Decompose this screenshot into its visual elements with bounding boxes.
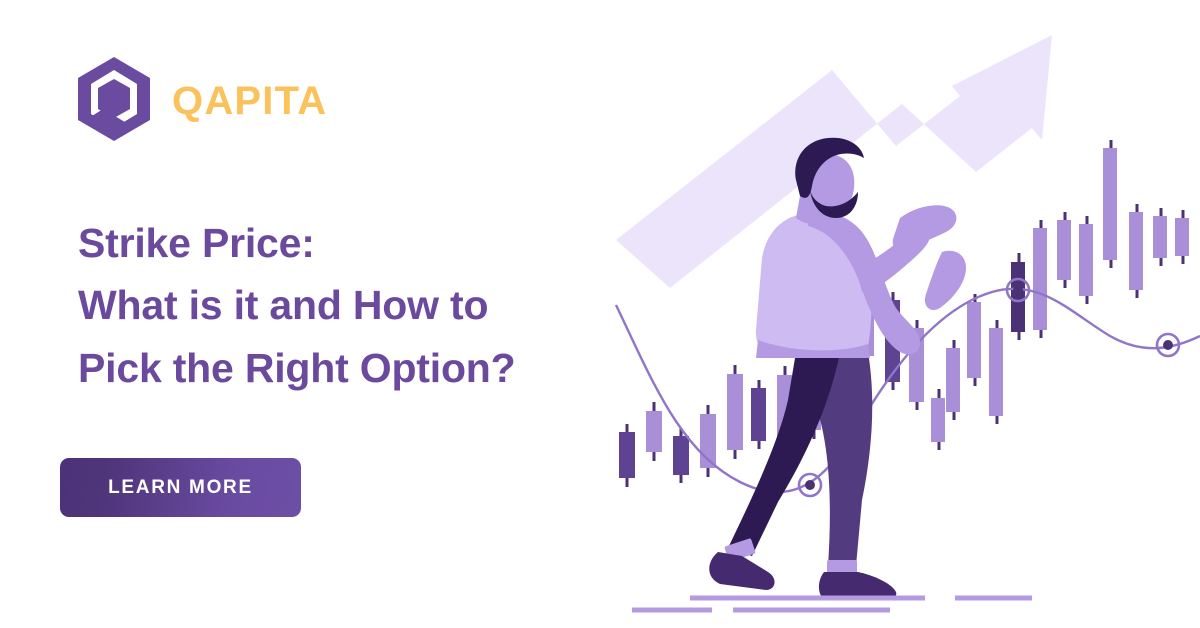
brand-lockup[interactable]: QAPITA [72,55,327,147]
headline-line-3: Pick the Right Option? [78,344,516,391]
hero-illustration [600,0,1200,628]
candle-1 [619,424,635,487]
learn-more-button[interactable]: LEARN MORE [60,458,301,517]
shoe-front [818,572,897,600]
illustration-svg [614,35,1200,613]
beard [810,190,858,218]
candle-16 [989,320,1003,424]
hand-lower [924,250,966,311]
headline-line-2: What is it and How to [78,282,489,329]
candle-14 [946,340,960,420]
businessman-figure [709,137,966,600]
candle-24 [1175,210,1189,264]
candle-18 [1033,220,1047,338]
headline-line-1: Strike Price: [78,220,315,266]
trend-marker-3 [1155,332,1181,358]
page-title: Strike Price: What is it and How to Pick… [78,212,618,399]
candle-2 [646,402,662,461]
candle-19 [1057,212,1071,288]
candle-5 [727,365,743,459]
ground-lines [632,595,1032,613]
trend-marker-1 [797,472,823,498]
brand-wordmark: QAPITA [172,79,328,123]
candle-6 [751,380,766,449]
upward-zigzag-arrow-icon [616,35,1052,288]
qapita-hexagon-logo-icon [78,57,150,141]
candle-23 [1153,208,1167,266]
candle-20 [1079,216,1093,304]
candle-17 [1011,253,1025,340]
candle-4 [700,405,716,477]
candle-3 [673,428,689,483]
trend-markers [797,277,1181,498]
trend-line-curve [614,287,1200,494]
candle-13 [931,389,945,450]
candle-22 [1129,204,1143,298]
trend-marker-2 [1005,277,1031,303]
hair [795,137,864,198]
candle-15 [967,294,981,386]
hand-upper [892,205,957,252]
shoe-back [709,552,775,590]
candle-21 [1103,140,1117,268]
